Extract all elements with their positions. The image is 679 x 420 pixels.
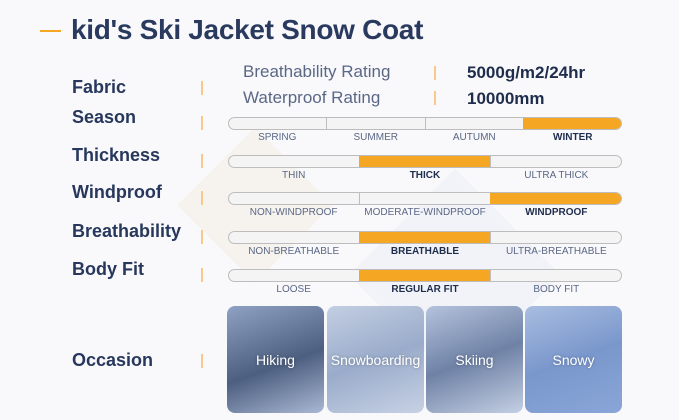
occasion-caption: Skiing	[455, 351, 494, 368]
season-scale-bar	[228, 117, 622, 130]
body-fit-scale-bar	[228, 269, 622, 282]
scale-option: BREATHABLE	[390, 246, 460, 257]
waterproof-rating-label: Waterproof Rating	[243, 88, 381, 107]
scale-option: ULTRA THICK	[524, 170, 589, 181]
divider	[434, 91, 436, 105]
scale-segment	[229, 193, 359, 204]
scale-segment	[490, 270, 621, 281]
divider	[201, 116, 203, 130]
scale-segment-selected	[359, 156, 490, 167]
scale-segment	[490, 232, 621, 243]
divider	[201, 268, 203, 282]
divider	[434, 66, 436, 80]
season-label: Season	[72, 107, 137, 127]
breathability-rating-value: 5000g/m2/24hr	[467, 63, 586, 82]
scale-option: SPRING	[258, 132, 297, 143]
occasion-snowy: Snowy	[525, 306, 622, 413]
scale-option: AUTUMN	[452, 132, 496, 143]
scale-option: ULTRA-BREATHABLE	[505, 246, 607, 257]
scale-segment	[229, 118, 326, 129]
scale-segment-selected	[359, 270, 490, 281]
divider	[201, 81, 203, 95]
occasion-caption: Snowy	[552, 351, 595, 368]
scale-option: THICK	[409, 170, 441, 181]
occasion-label: Occasion	[72, 350, 154, 370]
waterproof-rating-value: 10000mm	[467, 89, 545, 108]
windproof-label: Windproof	[72, 182, 162, 202]
scale-option: REGULAR FIT	[391, 284, 459, 295]
breathability-label: Breathability	[72, 221, 182, 241]
fabric-label: Fabric	[72, 77, 127, 97]
scale-segment	[229, 232, 359, 243]
occasion-snowboarding: Snowboarding	[327, 306, 424, 413]
scale-segment-selected	[522, 118, 621, 129]
scale-segment	[229, 156, 359, 167]
breathability-scale-labels: NON-BREATHABLE BREATHABLE ULTRA-BREATHABLE	[228, 246, 622, 257]
thickness-scale-labels: THIN THICK ULTRA THICK	[228, 170, 622, 181]
scale-segment	[326, 118, 424, 129]
occasion-caption: Hiking	[256, 351, 295, 368]
scale-option: NON-BREATHABLE	[248, 246, 340, 257]
windproof-scale-bar	[228, 192, 622, 205]
scale-segment	[490, 156, 621, 167]
breathability-rating-label: Breathability Rating	[243, 62, 391, 81]
scale-segment-selected	[359, 232, 490, 243]
scale-segment	[359, 193, 490, 204]
occasion-skiing: Skiing	[426, 306, 523, 413]
page-title: kid's Ski Jacket Snow Coat	[71, 14, 424, 45]
season-scale-labels: SPRING SUMMER AUTUMN WINTER	[228, 132, 622, 143]
scale-option: THIN	[281, 170, 306, 181]
scale-option: MODERATE-WINDPROOF	[364, 207, 486, 218]
occasion-caption: Snowboarding	[330, 351, 421, 368]
divider	[201, 354, 203, 368]
scale-option: SUMMER	[353, 132, 398, 143]
scale-option: BODY FIT	[533, 284, 580, 295]
title-accent-dash	[40, 30, 61, 32]
thickness-scale-bar	[228, 155, 622, 168]
divider	[201, 154, 203, 168]
divider	[201, 191, 203, 205]
scale-segment-selected	[490, 193, 621, 204]
divider	[201, 230, 203, 244]
thickness-label: Thickness	[72, 145, 161, 165]
background-decoration	[177, 127, 333, 283]
windproof-scale-labels: NON-WINDPROOF MODERATE-WINDPROOF WINDPROOF	[228, 207, 622, 218]
scale-option: LOOSE	[276, 284, 311, 295]
scale-option: NON-WINDPROOF	[249, 207, 338, 218]
body-fit-label: Body Fit	[72, 259, 144, 279]
occasion-hiking: Hiking	[227, 306, 324, 413]
body-fit-scale-labels: LOOSE REGULAR FIT BODY FIT	[228, 284, 622, 295]
scale-segment	[229, 270, 359, 281]
scale-option: WINDPROOF	[525, 207, 588, 218]
scale-option: WINTER	[553, 132, 593, 143]
scale-segment	[424, 118, 523, 129]
breathability-scale-bar	[228, 231, 622, 244]
